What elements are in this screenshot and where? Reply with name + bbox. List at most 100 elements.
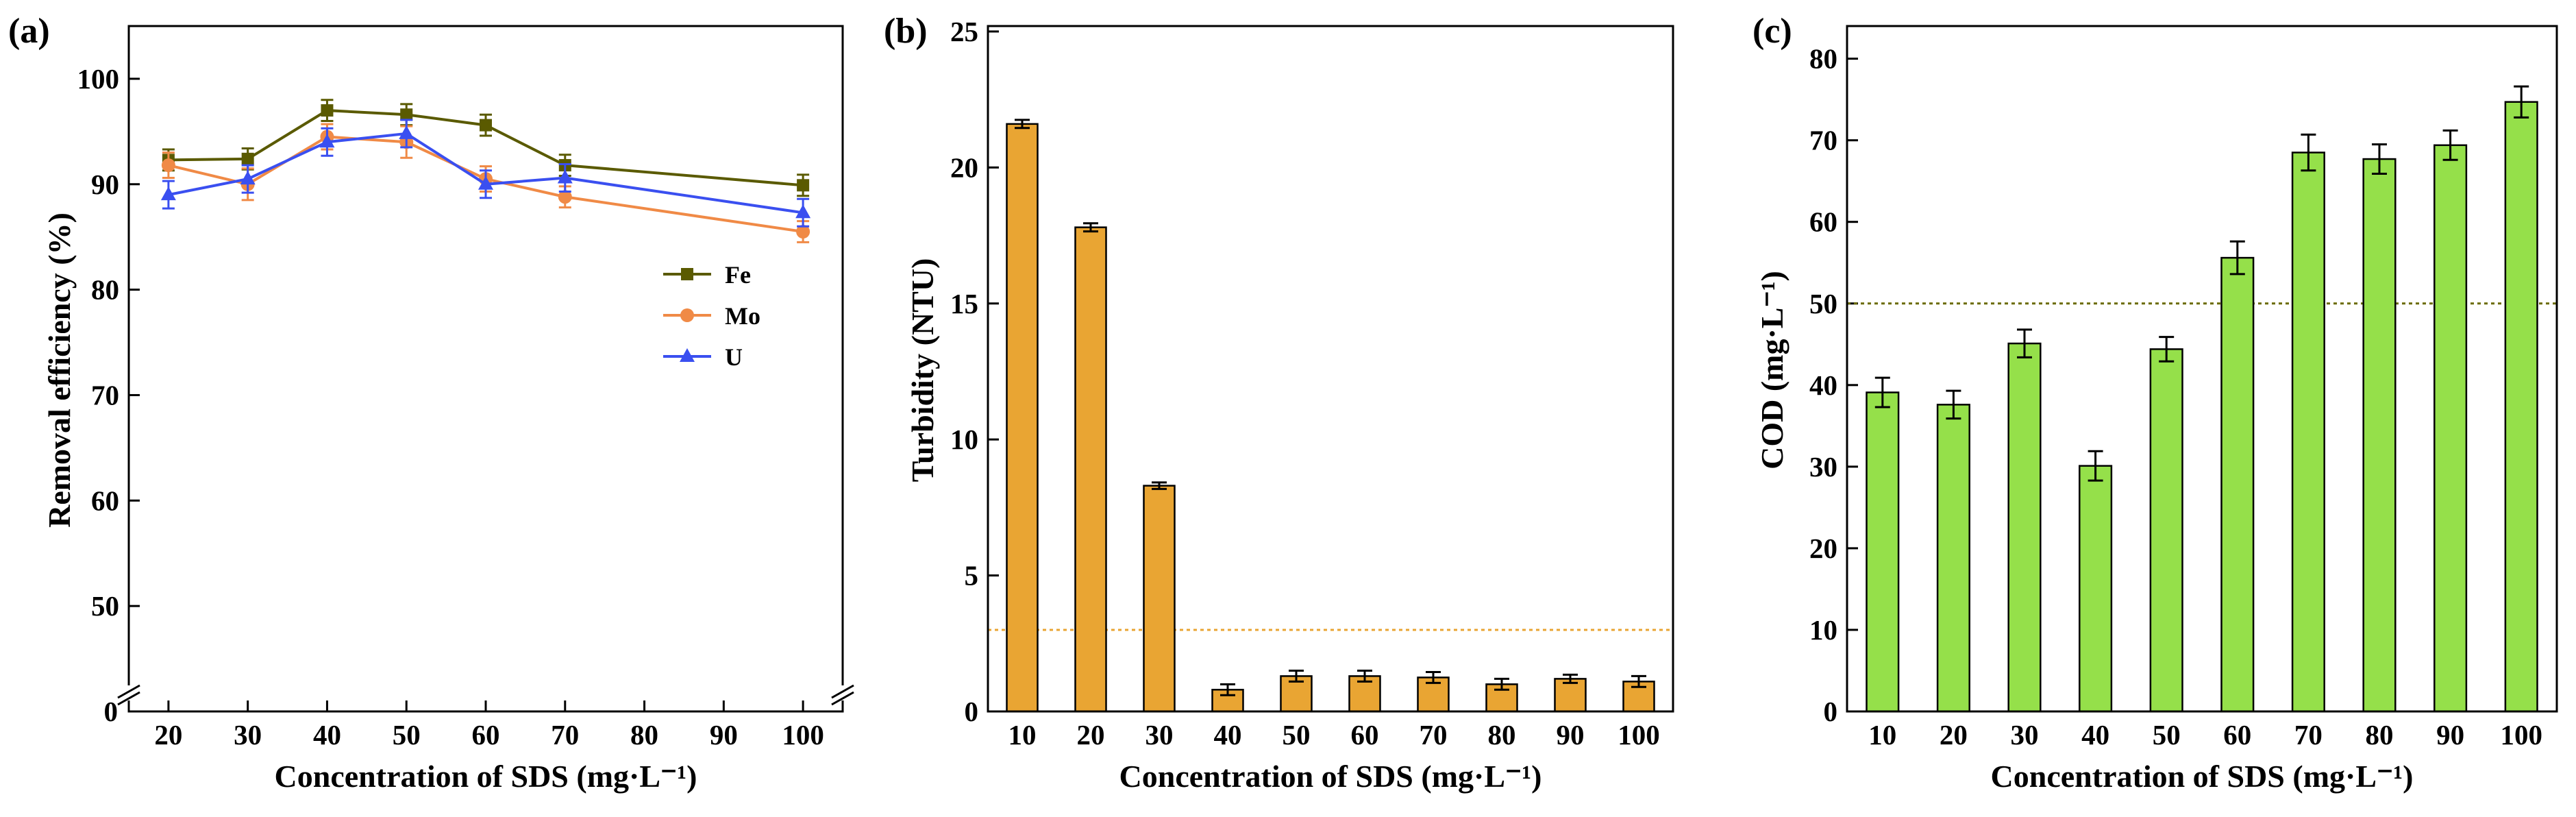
panel-a-point	[241, 152, 254, 165]
panel-c-y-tick-label: 40	[1809, 369, 1837, 401]
panel-b-x-title: Concentration of SDS (mg·L⁻¹)	[1119, 759, 1542, 794]
panel-c-x-tick-label: 70	[2294, 719, 2323, 751]
panel-c-x-tick-label: 80	[2366, 719, 2394, 751]
panel-b-bar	[1143, 485, 1176, 713]
panel-a-x-tick-label: 30	[234, 719, 262, 751]
panel-a-point	[321, 104, 334, 117]
panel-b-y-tick-label: 25	[950, 16, 978, 47]
panel-a-legend-label: U	[725, 343, 743, 371]
panel-c-x-tick-label: 10	[1868, 719, 1896, 751]
panel-a: (a) 20 30 40 50 60 70 80 90 100 50 60 70 80 90 100 0 C…	[8, 12, 854, 794]
panel-a-y-tick-label: 60	[91, 485, 119, 516]
panel-a-y-tick-label: 70	[91, 379, 119, 411]
panel-c-bar	[2007, 342, 2042, 713]
panel-c-y-tick-label: 30	[1809, 451, 1837, 483]
panel-a-point	[478, 175, 493, 190]
panel-b-label: (b)	[884, 12, 928, 51]
panel-b-x-tick-label: 60	[1351, 719, 1379, 751]
panel-c-x-tick-label: 50	[2153, 719, 2181, 751]
panel-b-y-tick-label: 0	[965, 696, 979, 727]
panel-c: (c) 0 10 20 30 40 50 60 70 80 10 20 30 40 50 60 70 80 90 1…	[1753, 12, 2558, 794]
panel-b-y-title: Turbidity (NTU)	[905, 258, 940, 483]
panel-c-bar	[1936, 404, 1970, 713]
panel-c-x-tick-label: 30	[2011, 719, 2039, 751]
panel-a-point	[319, 134, 335, 148]
panel-a-point	[480, 119, 492, 132]
panel-a-legend-label: Fe	[725, 261, 751, 289]
panel-a-point	[557, 169, 573, 184]
panel-a-point	[400, 108, 413, 121]
panel-a-legend-marker	[680, 308, 694, 322]
panel-c-bar	[2504, 101, 2538, 713]
panel-a-legend: Fe Mo U	[663, 261, 760, 371]
panel-c-bar	[2433, 144, 2468, 713]
panel-a-label: (a)	[8, 12, 50, 51]
panel-b-x-tick-label: 80	[1488, 719, 1516, 751]
panel-a-point	[796, 225, 810, 239]
panel-a-point	[797, 179, 810, 192]
panel-a-point	[795, 204, 811, 219]
panel-a-x-tick-label: 80	[630, 719, 658, 751]
panel-b-x-tick-label: 40	[1214, 719, 1242, 751]
panel-b-plot: 0 5 10 15 20 25 10 20 30 40 50 60 70 80 90 100	[950, 16, 1673, 751]
panel-c-y-tick-label: 60	[1809, 206, 1837, 238]
panel-c-x-title: Concentration of SDS (mg·L⁻¹)	[1991, 759, 2414, 794]
panel-c-bar	[2079, 465, 2113, 713]
panel-b-x-tick-label: 70	[1420, 719, 1448, 751]
panel-a-y-tick-label: 100	[77, 63, 120, 95]
panel-c-y-tick-label: 50	[1809, 288, 1837, 319]
panel-b-x-tick-label: 50	[1283, 719, 1311, 751]
panel-c-x-tick-label: 100	[2500, 719, 2542, 751]
panel-a-x-tick-label: 60	[472, 719, 500, 751]
panel-c-y-tick-label: 10	[1809, 614, 1837, 646]
panel-c-y-tick-label: 70	[1809, 125, 1837, 156]
panel-a-x-tick-label: 20	[154, 719, 182, 751]
panel-c-x-tick-label: 40	[2081, 719, 2109, 751]
panel-a-x-tick-label: 70	[551, 719, 579, 751]
panel-b-frame	[987, 25, 1674, 713]
panel-c-bar	[1866, 391, 1900, 713]
panel-a-frame	[127, 25, 844, 713]
panel-a-y-tick-label: 80	[91, 274, 119, 306]
panel-b-bar	[1006, 123, 1039, 713]
panel-b-y-tick-label: 10	[950, 424, 978, 455]
panel-b-x-tick-label: 20	[1077, 719, 1105, 751]
panel-a-legend-marker	[680, 348, 695, 362]
panel-a-x-title: Concentration of SDS (mg·L⁻¹)	[275, 759, 697, 794]
panel-a-point	[399, 125, 414, 139]
panel-b: (b) 0 5 10 15 20 25 10 20 30 40 50 60 70 80 90 100 Conc…	[884, 12, 1674, 794]
panel-a-series-u	[160, 119, 811, 228]
panel-c-plot: 0 10 20 30 40 50 60 70 80 10 20 30 40 50 60 70 80 90 100	[1809, 43, 2557, 751]
panel-b-x-tick-label: 100	[1618, 719, 1660, 751]
panel-a-y-title: Removal efficiency (%)	[42, 212, 77, 528]
panel-a-y-tick-label: 50	[91, 590, 119, 622]
panel-c-y-tick-label: 20	[1809, 533, 1837, 564]
panel-b-y-tick-label: 20	[950, 151, 978, 183]
panel-b-y-tick-label: 5	[965, 560, 979, 592]
panel-b-x-tick-label: 90	[1557, 719, 1585, 751]
panel-c-y-tick-label: 80	[1809, 43, 1837, 75]
panel-b-x-tick-label: 30	[1145, 719, 1174, 751]
panel-a-legend-label: Mo	[725, 302, 760, 330]
panel-c-x-tick-label: 20	[1940, 719, 1968, 751]
panel-c-y-tick-label: 0	[1824, 696, 1838, 727]
panel-a-x-tick-label: 90	[710, 719, 738, 751]
panel-b-y-tick-label: 15	[950, 288, 978, 319]
panel-a-point	[240, 171, 256, 185]
panel-a-point	[160, 186, 176, 201]
panel-c-frame	[1846, 25, 2558, 713]
panel-c-x-tick-label: 90	[2436, 719, 2464, 751]
panel-a-point	[558, 190, 572, 204]
panel-a-x-tick-label: 40	[313, 719, 341, 751]
panel-c-label: (c)	[1753, 12, 1792, 51]
panel-c-bar	[2220, 256, 2255, 713]
panel-a-y-tick-label: 90	[91, 169, 119, 200]
panel-b-x-tick-label: 10	[1008, 719, 1037, 751]
panel-b-bar	[1074, 226, 1107, 713]
panel-c-bar	[2149, 348, 2183, 713]
panel-a-plot: 20 30 40 50 60 70 80 90 100 50 60 70 80 90 100	[77, 63, 824, 751]
panel-c-x-tick-label: 60	[2223, 719, 2251, 751]
panel-a-x-tick-label: 100	[782, 719, 824, 751]
panel-a-legend-marker	[681, 268, 693, 280]
